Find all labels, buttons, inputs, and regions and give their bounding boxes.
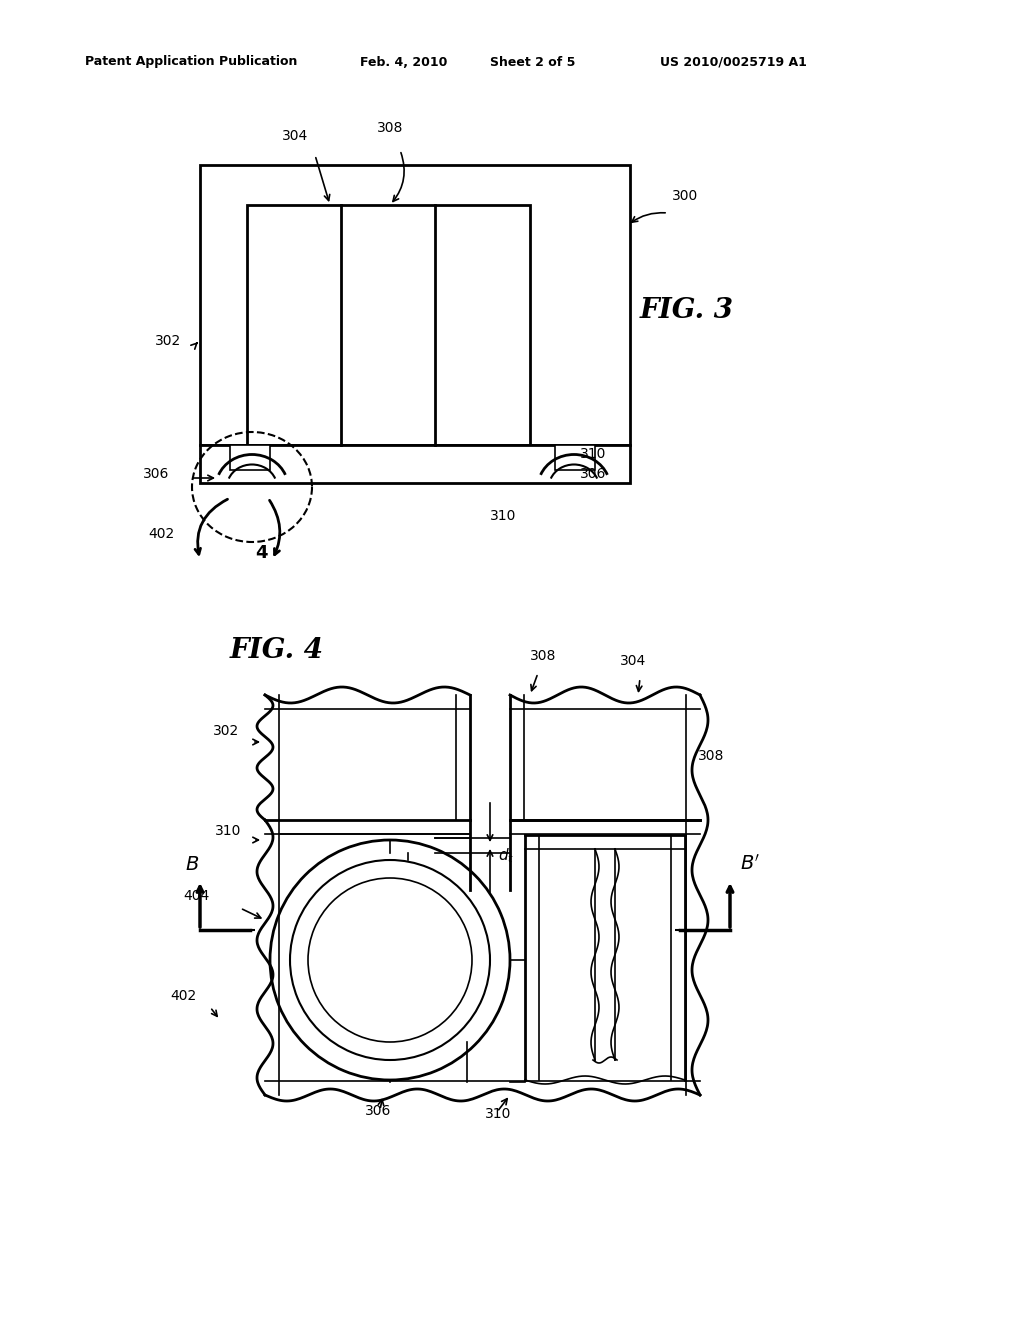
Text: 306: 306 — [143, 467, 169, 480]
Bar — [230, 445, 270, 470]
Text: 304: 304 — [282, 129, 308, 143]
Text: 4: 4 — [255, 544, 267, 562]
Bar — [200, 165, 630, 445]
Text: Feb. 4, 2010: Feb. 4, 2010 — [360, 55, 447, 69]
Text: FIG. 4: FIG. 4 — [230, 636, 324, 664]
Text: 306: 306 — [365, 1104, 391, 1118]
Bar — [555, 445, 595, 470]
Text: 310: 310 — [485, 1107, 511, 1121]
Text: $B$: $B$ — [185, 855, 200, 874]
Text: 300: 300 — [672, 189, 698, 203]
Bar — [247, 205, 530, 445]
Text: 402: 402 — [170, 989, 197, 1003]
Text: 302: 302 — [155, 334, 181, 348]
Text: US 2010/0025719 A1: US 2010/0025719 A1 — [660, 55, 807, 69]
Text: 308: 308 — [698, 748, 724, 763]
Text: 402: 402 — [148, 527, 174, 541]
Text: Sheet 2 of 5: Sheet 2 of 5 — [490, 55, 575, 69]
Text: 306: 306 — [580, 467, 606, 480]
Text: 310: 310 — [580, 447, 606, 461]
Text: 302: 302 — [213, 723, 240, 738]
Bar — [200, 445, 630, 483]
Text: 404: 404 — [183, 888, 209, 903]
Text: Patent Application Publication: Patent Application Publication — [85, 55, 297, 69]
Text: FIG. 3: FIG. 3 — [640, 297, 734, 323]
Text: 308: 308 — [530, 649, 556, 663]
Text: $d_t$: $d_t$ — [498, 846, 514, 865]
Text: 310: 310 — [490, 510, 516, 523]
Text: 308: 308 — [377, 121, 403, 135]
Text: 310: 310 — [215, 824, 242, 838]
Text: $B'$: $B'$ — [740, 854, 760, 874]
Text: 304: 304 — [620, 653, 646, 668]
